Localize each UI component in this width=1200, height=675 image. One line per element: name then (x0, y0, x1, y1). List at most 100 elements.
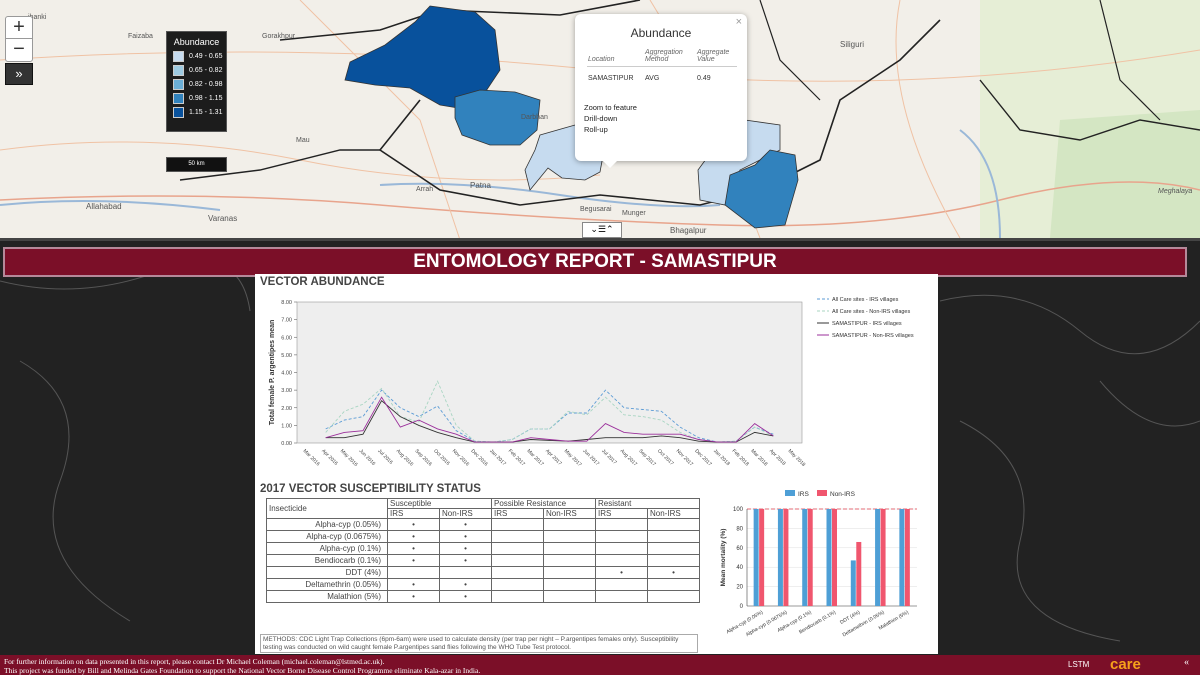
x-tick-label: Jun 2017 (581, 448, 600, 467)
status-cell: • (387, 590, 440, 603)
zoom-out-button[interactable]: − (5, 38, 33, 62)
status-cell (647, 530, 700, 543)
status-cell: • (439, 530, 492, 543)
y-tick-label: 7.00 (281, 318, 292, 324)
status-cell: • (439, 554, 492, 567)
status-cell: • (439, 590, 492, 603)
x-tick-label: Mar 2016 (302, 448, 321, 467)
report-header: ENTOMOLOGY REPORT - SAMASTIPUR (3, 247, 1187, 277)
bar (832, 509, 837, 606)
popup-table: Location Aggregation Method Aggregate Va… (587, 48, 737, 83)
status-cell (491, 530, 544, 543)
x-tick-label: Feb 2017 (507, 448, 526, 467)
popup-title: Abundance (630, 26, 692, 40)
zoom-to-feature-link[interactable]: Zoom to feature (584, 103, 637, 112)
legend-label: 0.82 - 0.98 (189, 80, 223, 88)
map-legend: Abundance 0.49 - 0.65 0.65 - 0.82 0.82 - 0… (166, 31, 227, 132)
status-cell (595, 578, 648, 591)
map-label: Begusarai (580, 206, 612, 213)
collapse-icon[interactable]: « (1184, 657, 1189, 668)
bar (904, 509, 910, 606)
district-region[interactable] (724, 149, 799, 229)
insecticide-name: Alpha-cyp (0.05%) (266, 518, 388, 531)
series-line (325, 400, 774, 443)
lstm-logo: LSTM (1068, 660, 1090, 669)
insecticide-name: Bendiocarb (0.1%) (266, 554, 388, 567)
y-tick-label: 80 (736, 526, 743, 532)
status-cell: • (387, 554, 440, 567)
roll-up-link[interactable]: Roll-up (584, 125, 608, 134)
insecticide-name: Deltamethrin (0.05%) (266, 578, 388, 591)
status-cell: • (647, 566, 700, 579)
status-cell (543, 590, 596, 603)
bar (875, 509, 881, 606)
insecticide-header: Insecticide (266, 498, 388, 519)
x-tick-label: Dec 2016 (469, 448, 489, 468)
map-view[interactable]: ibanki Faizaba Gorakhpur Mau Arrah Patna… (0, 0, 1200, 241)
legend-swatch (173, 78, 184, 90)
legend-swatch (817, 490, 827, 496)
close-icon[interactable]: × (735, 16, 742, 28)
drill-down-link[interactable]: Drill-down (584, 114, 618, 123)
y-axis-label: Total female P. argentipes mean (269, 320, 276, 426)
status-cell (647, 554, 700, 567)
table-row: Alpha-cyp (0.05%) • • (266, 518, 700, 531)
table-row: Malathion (5%) • • (266, 590, 700, 603)
x-tick-label: Apr 2016 (320, 448, 339, 467)
subheader-non-irs: Non-IRS (543, 508, 596, 519)
x-tick-label: Apr 2017 (544, 448, 563, 467)
status-cell (595, 590, 648, 603)
x-tick-label: Deltamethrin (0.05%) (842, 609, 886, 638)
status-cell (491, 542, 544, 555)
status-cell: • (595, 566, 648, 579)
map-label: ibanki (28, 14, 47, 21)
status-cell (491, 590, 544, 603)
series-line (325, 396, 774, 443)
district-region[interactable] (344, 5, 501, 111)
legend-swatch (785, 490, 795, 496)
status-cell (595, 554, 648, 567)
popup-value: 0.49 (697, 75, 711, 82)
bar (880, 509, 886, 606)
legend-item: 0.82 - 0.98 (173, 78, 226, 90)
status-cell (595, 518, 648, 531)
map-label: Mau (296, 137, 310, 144)
status-cell: • (439, 578, 492, 591)
legend-item: 0.65 - 0.82 (173, 64, 226, 76)
x-tick-label: May 2018 (787, 448, 807, 468)
status-cell (543, 554, 596, 567)
status-cell: • (387, 530, 440, 543)
y-tick-label: 4.00 (281, 371, 292, 377)
status-cell (543, 518, 596, 531)
legend-label: 0.65 - 0.82 (189, 66, 223, 74)
legend-entry: SAMASTIPUR - IRS villages (832, 321, 902, 327)
care-logo: care (1110, 656, 1141, 673)
bar (807, 509, 813, 606)
legend-item: 0.98 - 1.15 (173, 92, 226, 104)
insecticide-name: DDT (4%) (266, 566, 388, 579)
status-cell: • (387, 542, 440, 555)
legend-swatch (173, 50, 184, 62)
legend-title: Abundance (173, 37, 220, 47)
y-tick-label: 0 (740, 604, 744, 610)
x-tick-label: Mar 2018 (749, 448, 768, 467)
bar (850, 560, 856, 606)
susceptibility-table: Insecticide Susceptible Possible Resista… (266, 498, 700, 603)
x-tick-label: Aug 2017 (619, 448, 639, 468)
district-region[interactable] (454, 89, 541, 146)
x-tick-label: Dec 2017 (693, 448, 713, 468)
mortality-bar-chart: 0 20 40 60 80 100 Mean mortality (%) IRS Non-IRS… (720, 490, 917, 638)
x-tick-label: May 2016 (339, 448, 359, 468)
popup-col-location: Location (587, 48, 644, 67)
status-cell (387, 566, 440, 579)
status-cell (543, 530, 596, 543)
expand-panel-button[interactable]: » (5, 63, 33, 85)
y-tick-label: 20 (736, 585, 743, 591)
map-label: Allahabad (86, 202, 122, 211)
x-tick-label: Feb 2018 (731, 448, 750, 467)
status-cell (491, 518, 544, 531)
zoom-in-button[interactable]: + (5, 16, 33, 40)
bar (856, 541, 862, 606)
panel-toggle-button[interactable]: ⌄☰⌃ (582, 222, 622, 238)
insecticide-name: Malathion (5%) (266, 590, 388, 603)
